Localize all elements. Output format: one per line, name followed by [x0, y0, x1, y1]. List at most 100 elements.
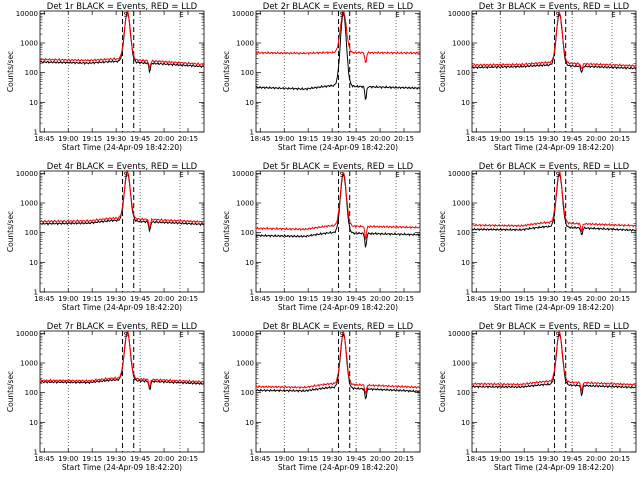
marker-e: E — [179, 331, 183, 339]
x-axis-label: Start Time (24-Apr-09 18:42:20) — [62, 463, 182, 472]
y-tick-label: 1000 — [236, 200, 254, 208]
x-tick-label: 20:15 — [394, 135, 414, 143]
y-tick-label: 1 — [250, 129, 254, 137]
chart-title: Det 8r BLACK = Events, RED = LLD — [263, 322, 414, 332]
x-tick-label: 20:15 — [394, 295, 414, 303]
y-tick-label: 1000 — [452, 200, 470, 208]
x-tick-label: 19:00 — [274, 295, 294, 303]
x-tick-label: 19:30 — [322, 455, 342, 463]
y-tick-label: 10 — [461, 259, 470, 267]
y-tick-label: 10 — [29, 99, 38, 107]
marker-e: E — [611, 11, 615, 19]
lld-series-line — [255, 330, 421, 396]
marker-s: S — [124, 11, 129, 19]
y-axis-label: Counts/sec — [438, 51, 447, 92]
marker-s: S — [340, 171, 345, 179]
y-axis-label: Counts/sec — [438, 211, 447, 252]
lld-series-line — [471, 11, 636, 71]
chart-title: Det 1r BLACK = Events, RED = LLD — [47, 2, 198, 12]
marker-s: S — [124, 171, 129, 179]
x-tick-label: 19:45 — [562, 295, 582, 303]
x-tick-label: 18:45 — [466, 455, 486, 463]
y-tick-label: 1000 — [20, 40, 38, 48]
chart-title: Det 6r BLACK = Events, RED = LLD — [479, 162, 630, 172]
marker-e: E — [179, 11, 183, 19]
marker-e: E — [611, 331, 615, 339]
x-tick-label: 19:00 — [490, 455, 510, 463]
x-axis-label: Start Time (24-Apr-09 18:42:20) — [62, 303, 182, 312]
y-tick-label: 1 — [34, 289, 38, 297]
x-tick-label: 19:45 — [346, 135, 366, 143]
marker-s: S — [340, 11, 345, 19]
x-tick-label: 19:45 — [130, 295, 150, 303]
detector-panel-3: Det 3r BLACK = Events, RED = LLD 18:45 19:… — [432, 0, 640, 160]
detector-panel-4: Det 4r BLACK = Events, RED = LLD 18:45 19:… — [0, 160, 213, 320]
plot-frame — [255, 330, 421, 453]
x-tick-label: 20:15 — [610, 135, 630, 143]
y-tick-label: 100 — [241, 69, 254, 77]
marker-s: S — [556, 331, 561, 339]
x-tick-label: 18:45 — [250, 455, 270, 463]
plot-frame — [39, 10, 205, 133]
x-tick-label: 19:00 — [58, 455, 78, 463]
y-tick-label: 1 — [466, 289, 470, 297]
y-tick-label: 1000 — [20, 360, 38, 368]
x-tick-label: 18:45 — [34, 135, 54, 143]
plot-frame — [39, 170, 205, 293]
x-tick-label: 19:00 — [490, 135, 510, 143]
x-tick-label: 20:15 — [610, 455, 630, 463]
x-tick-label: 20:00 — [586, 455, 606, 463]
y-tick-label: 100 — [25, 389, 38, 397]
x-tick-label: 20:15 — [610, 295, 630, 303]
x-tick-label: 19:15 — [298, 455, 318, 463]
chart-title: Det 3r BLACK = Events, RED = LLD — [479, 2, 630, 12]
x-tick-label: 20:15 — [178, 135, 198, 143]
marker-e: E — [395, 331, 399, 339]
x-tick-label: 19:00 — [58, 135, 78, 143]
x-tick-label: 19:00 — [274, 135, 294, 143]
y-tick-label: 10 — [245, 419, 254, 427]
y-tick-label: 10000 — [448, 330, 470, 338]
x-tick-label: 19:30 — [538, 135, 558, 143]
x-tick-label: 19:45 — [130, 135, 150, 143]
y-tick-label: 10 — [29, 259, 38, 267]
x-tick-label: 20:15 — [394, 455, 414, 463]
events-series-line — [471, 12, 637, 74]
x-axis-label: Start Time (24-Apr-09 18:42:20) — [62, 143, 182, 152]
y-tick-label: 1000 — [20, 200, 38, 208]
y-tick-label: 1 — [466, 129, 470, 137]
x-tick-label: 19:30 — [106, 295, 126, 303]
y-tick-label: 1 — [250, 289, 254, 297]
marker-s: S — [340, 331, 345, 339]
lld-series-line — [255, 10, 421, 64]
chart-title: Det 5r BLACK = Events, RED = LLD — [263, 162, 414, 172]
y-tick-label: 100 — [241, 229, 254, 237]
x-axis-label: Start Time (24-Apr-09 18:42:20) — [278, 143, 398, 152]
x-axis-label: Start Time (24-Apr-09 18:42:20) — [494, 303, 614, 312]
lld-series-line — [39, 169, 204, 230]
y-tick-label: 1000 — [452, 40, 470, 48]
y-tick-label: 100 — [25, 229, 38, 237]
x-tick-label: 20:00 — [370, 455, 390, 463]
y-tick-label: 1 — [34, 449, 38, 457]
lld-series-line — [471, 330, 636, 393]
x-tick-label: 20:00 — [154, 295, 174, 303]
y-tick-label: 1 — [34, 129, 38, 137]
chart-title: Det 2r BLACK = Events, RED = LLD — [263, 2, 414, 12]
x-tick-label: 19:30 — [106, 135, 126, 143]
marker-s: S — [556, 11, 561, 19]
events-series-line — [39, 11, 204, 74]
marker-e: E — [395, 11, 399, 19]
events-series-line — [471, 333, 637, 396]
y-axis-label: Counts/sec — [6, 51, 15, 92]
detector-panel-7: Det 7r BLACK = Events, RED = LLD 18:45 19:… — [0, 320, 213, 480]
y-tick-label: 1 — [250, 449, 254, 457]
plot-frame — [255, 10, 421, 133]
chart-title: Det 4r BLACK = Events, RED = LLD — [47, 162, 198, 172]
marker-e: E — [611, 171, 615, 179]
x-tick-label: 19:15 — [514, 135, 534, 143]
x-tick-label: 19:45 — [562, 135, 582, 143]
events-series-line — [255, 171, 421, 248]
x-tick-label: 20:15 — [178, 295, 198, 303]
